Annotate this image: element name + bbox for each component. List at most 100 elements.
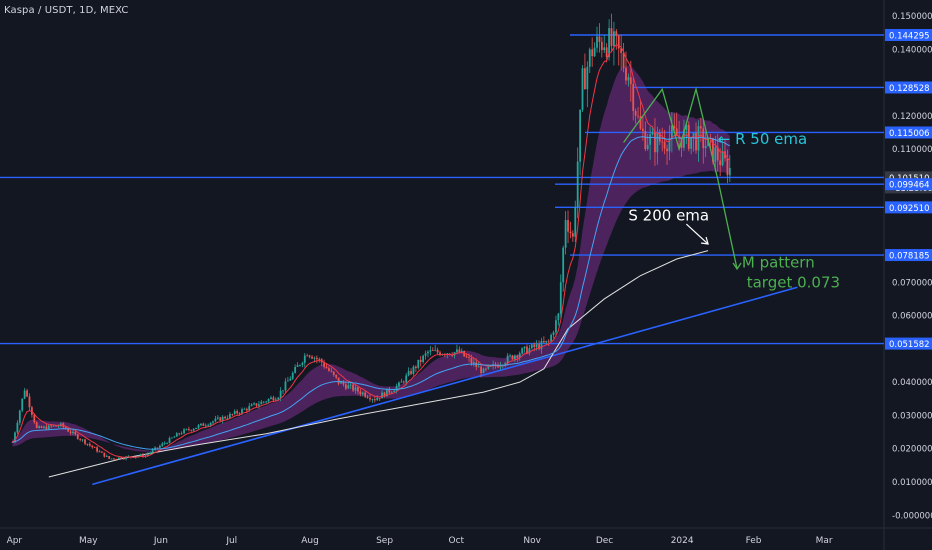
candle-body [323, 362, 326, 367]
candle-body [258, 404, 260, 406]
candle-body [429, 350, 432, 352]
candle-body [545, 340, 548, 343]
candle-body [646, 144, 649, 150]
candle-body [644, 131, 647, 150]
candle-body [88, 443, 91, 446]
candle-body [393, 390, 396, 392]
candle-body [311, 356, 313, 359]
candle-body [670, 125, 673, 139]
candle-body [248, 406, 251, 411]
candle-body [98, 451, 101, 453]
price-tick-label: 0.140000 [892, 45, 932, 55]
candle-body [535, 344, 538, 348]
price-tag-bg [885, 28, 932, 41]
candle-body [328, 368, 330, 371]
candle-body [325, 366, 328, 369]
candle-body [221, 416, 224, 421]
price-tag-label: 0.099464 [889, 181, 930, 191]
candle-body [212, 421, 214, 423]
price-tag-bg [885, 337, 932, 350]
candle-body [434, 349, 437, 351]
time-tick-label: Apr [7, 536, 23, 546]
candle-body [504, 363, 507, 366]
candle-body [417, 359, 420, 368]
candle-body [567, 220, 569, 232]
candle-body [340, 381, 342, 384]
candle-body [485, 368, 487, 370]
candle-body [571, 233, 574, 237]
candle-body [714, 147, 717, 162]
candle-body [349, 384, 352, 386]
candle-body [410, 371, 412, 374]
candle-body [605, 47, 608, 58]
candle-body [482, 368, 485, 374]
candle-body [21, 398, 24, 411]
candle-body [69, 431, 72, 434]
candle-body [509, 355, 511, 357]
candle-body [699, 126, 702, 129]
price-tag-bg [885, 126, 932, 139]
ema-ribbon [12, 65, 730, 452]
candle-body [654, 132, 656, 153]
candle-body [555, 320, 557, 333]
candle-body [528, 348, 531, 354]
m-pattern-path [623, 86, 738, 270]
candle-body [521, 348, 524, 354]
candle-body [666, 148, 668, 152]
candle-body [216, 417, 219, 419]
candle-body [395, 386, 398, 391]
candle-body [639, 116, 642, 129]
candle-body [721, 151, 724, 166]
candle-body [530, 344, 533, 349]
candle-body [255, 403, 258, 406]
candle-body [120, 457, 123, 459]
candle-body [593, 47, 596, 57]
price-tick-label: 0.070000 [892, 278, 932, 288]
candle-body [692, 132, 695, 138]
candle-body [542, 341, 545, 343]
candle-body [262, 401, 265, 403]
ema-fast-line [12, 44, 731, 458]
candle-body [245, 408, 248, 411]
candle-body [487, 366, 490, 369]
candle-body [233, 411, 236, 415]
candle-body [23, 390, 26, 399]
price-tag-label: 0.051582 [889, 340, 930, 350]
price-tick-label: 0.040000 [892, 378, 932, 388]
candle-body [584, 68, 586, 90]
candle-body [55, 425, 57, 427]
price-tag-label: 0.092510 [889, 204, 930, 214]
candle-body [236, 411, 239, 414]
candle-body [617, 35, 620, 49]
time-tick-label: Sep [376, 536, 393, 546]
candle-body [93, 447, 96, 448]
price-tag-bg [885, 178, 932, 191]
candle-body [180, 433, 183, 435]
candle-body [695, 132, 697, 151]
price-tick-label: 0.020000 [892, 445, 932, 455]
price-tick-label: 0.120000 [892, 112, 932, 122]
price-tag-label: 0.128528 [889, 84, 930, 94]
annotation-text: ← R 50 ema [718, 130, 807, 148]
candle-body [386, 389, 388, 397]
candle-body [673, 125, 676, 129]
candle-body [596, 36, 598, 48]
candle-body [139, 454, 142, 457]
time-tick-label: 2024 [671, 536, 694, 546]
candle-body [588, 49, 591, 67]
candle-body [204, 425, 207, 427]
time-tick-label: Jul [225, 536, 237, 546]
candle-body [480, 366, 482, 374]
candle-body [581, 68, 584, 110]
candle-body [458, 349, 461, 353]
candle-body [274, 399, 277, 401]
candle-body [296, 365, 299, 367]
candle-body [81, 439, 84, 441]
candle-body [168, 437, 171, 444]
candle-body [675, 128, 678, 136]
price-tag-label: 0.078185 [889, 252, 930, 262]
candle-body [43, 426, 45, 428]
candle-body [253, 403, 255, 405]
candle-body [663, 141, 666, 149]
